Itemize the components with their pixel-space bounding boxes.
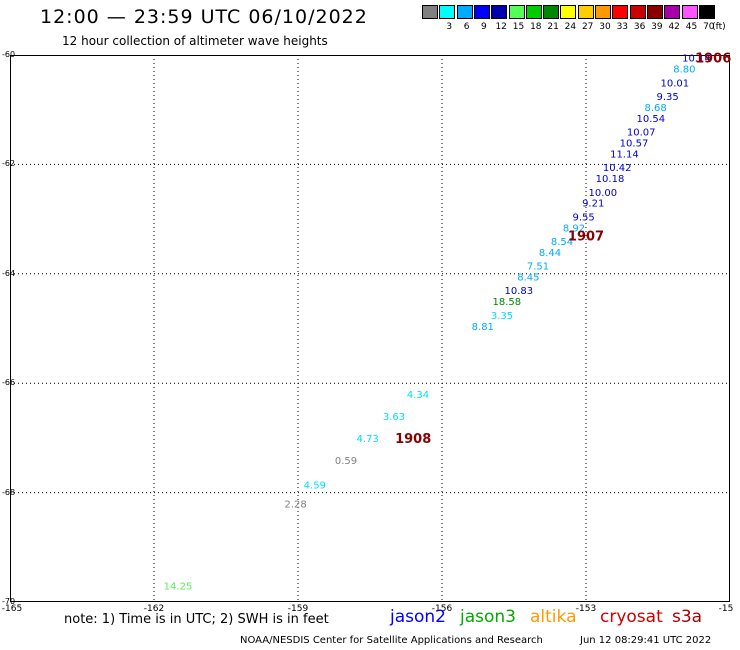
- wave-height-value: 8.81: [472, 322, 494, 333]
- satellite-legend-item: altika: [530, 607, 577, 627]
- scale-label: 42: [668, 22, 680, 32]
- wave-height-value: 10.18: [596, 174, 625, 185]
- wave-height-value: 14.25: [164, 582, 193, 593]
- scale-label: 21: [547, 22, 559, 32]
- scale-label: 15: [512, 22, 525, 32]
- longitude-label: -156: [431, 604, 453, 614]
- scale-label: 12: [495, 22, 507, 32]
- scale-swatch: [612, 5, 629, 19]
- latitude-label: -70: [2, 597, 16, 606]
- satellite-legend-item: jason2: [390, 607, 446, 627]
- page-title: 12:00 — 23:59 UTC 06/10/2022: [40, 6, 368, 28]
- storm-id-label: 1908: [395, 432, 431, 447]
- scale-swatch: [560, 5, 577, 19]
- longitude-label: -162: [143, 604, 165, 614]
- scale-swatch: [543, 5, 560, 19]
- longitude-label: -153: [575, 604, 597, 614]
- scale-label: 70: [703, 22, 715, 32]
- wave-height-value: 10.42: [603, 163, 632, 174]
- scale-label: 39: [651, 22, 663, 32]
- scale-label: 6: [463, 22, 470, 32]
- storm-id-label: 1907: [568, 230, 604, 245]
- wave-height-value: 8.92: [563, 223, 585, 234]
- satellite-legend-item: jason3: [460, 607, 516, 627]
- scale-label: 18: [530, 22, 542, 32]
- wave-height-value: 8.45: [517, 273, 539, 284]
- scale-label: 45: [685, 22, 698, 32]
- longitude-label: -165: [1, 604, 23, 614]
- note-text: note: 1) Time is in UTC; 2) SWH is in fe…: [64, 612, 329, 627]
- map-plot-area: [10, 55, 730, 602]
- latitude-label: -62: [2, 159, 16, 169]
- scale-label: 3: [446, 22, 453, 32]
- latitude-label: -64: [2, 268, 16, 278]
- scale-label: 33: [616, 22, 629, 32]
- wave-height-value: 2.28: [284, 500, 306, 511]
- wave-height-value: 4.73: [356, 434, 378, 445]
- wave-height-value: 18.58: [492, 297, 521, 308]
- wave-height-value: 10.00: [588, 188, 617, 199]
- wave-height-value: 7.51: [527, 262, 549, 273]
- wave-height-value: 4.59: [304, 480, 326, 491]
- scale-swatch: [646, 5, 663, 19]
- scale-swatch: [595, 5, 611, 19]
- scale-swatch: [473, 5, 490, 19]
- wave-height-value: 0.59: [335, 456, 357, 467]
- wave-height-value: 11.14: [610, 149, 639, 160]
- wave-height-value: 9.21: [582, 199, 604, 210]
- scale-label: 36: [633, 22, 646, 32]
- scale-swatch: [577, 5, 594, 19]
- wave-height-value: 9.35: [656, 92, 678, 103]
- wave-height-value: 10.07: [627, 128, 656, 139]
- page-subtitle: 12 hour collection of altimeter wave hei…: [62, 34, 328, 48]
- scale-swatch: [439, 5, 456, 19]
- scale-label: 27: [581, 22, 594, 32]
- scale-label: 30: [599, 22, 611, 32]
- scale-swatch: [525, 5, 542, 19]
- longitude-label: -15: [718, 604, 734, 614]
- scale-label: 9: [481, 22, 487, 32]
- wave-height-value: 8.44: [539, 248, 561, 259]
- wave-height-value: 10.57: [620, 139, 649, 150]
- scale-swatch: [456, 5, 473, 19]
- footer-timestamp: Jun 12 08:29:41 UTC 2022: [580, 635, 712, 646]
- scale-label: 24: [564, 22, 577, 32]
- scale-swatch: [422, 5, 438, 19]
- scale-swatch: [491, 5, 508, 19]
- scale-swatch: [698, 5, 715, 19]
- wave-height-value: 10.01: [660, 78, 689, 89]
- longitude-label: -159: [287, 604, 309, 614]
- latitude-label: -60: [2, 50, 16, 59]
- satellite-legend-item: s3a: [672, 607, 703, 627]
- latitude-label: -66: [2, 378, 16, 388]
- wave-height-value: 8.80: [673, 65, 695, 76]
- wave-height-value: 10.14: [682, 54, 711, 65]
- satellite-legend-item: cryosat: [600, 607, 663, 627]
- scale-unit-label: (ft): [712, 22, 726, 32]
- storm-id-label: 1906: [695, 52, 731, 67]
- footer-credit: NOAA/NESDIS Center for Satellite Applica…: [240, 635, 543, 646]
- wave-height-value: 8.54: [551, 237, 573, 248]
- scale-swatch: [508, 5, 525, 19]
- wave-height-value: 10.54: [636, 114, 665, 125]
- scale-swatch: [681, 5, 698, 19]
- wave-height-value: 9.55: [572, 212, 594, 223]
- latitude-label: -68: [2, 487, 16, 497]
- wave-height-value: 8.68: [644, 103, 666, 114]
- scale-swatch: [629, 5, 646, 19]
- wave-height-value: 4.34: [407, 390, 429, 401]
- wave-height-value: 3.63: [383, 412, 405, 423]
- wave-height-value: 3.35: [491, 311, 513, 322]
- scale-swatch: [664, 5, 681, 19]
- wave-height-value: 10.83: [504, 286, 533, 297]
